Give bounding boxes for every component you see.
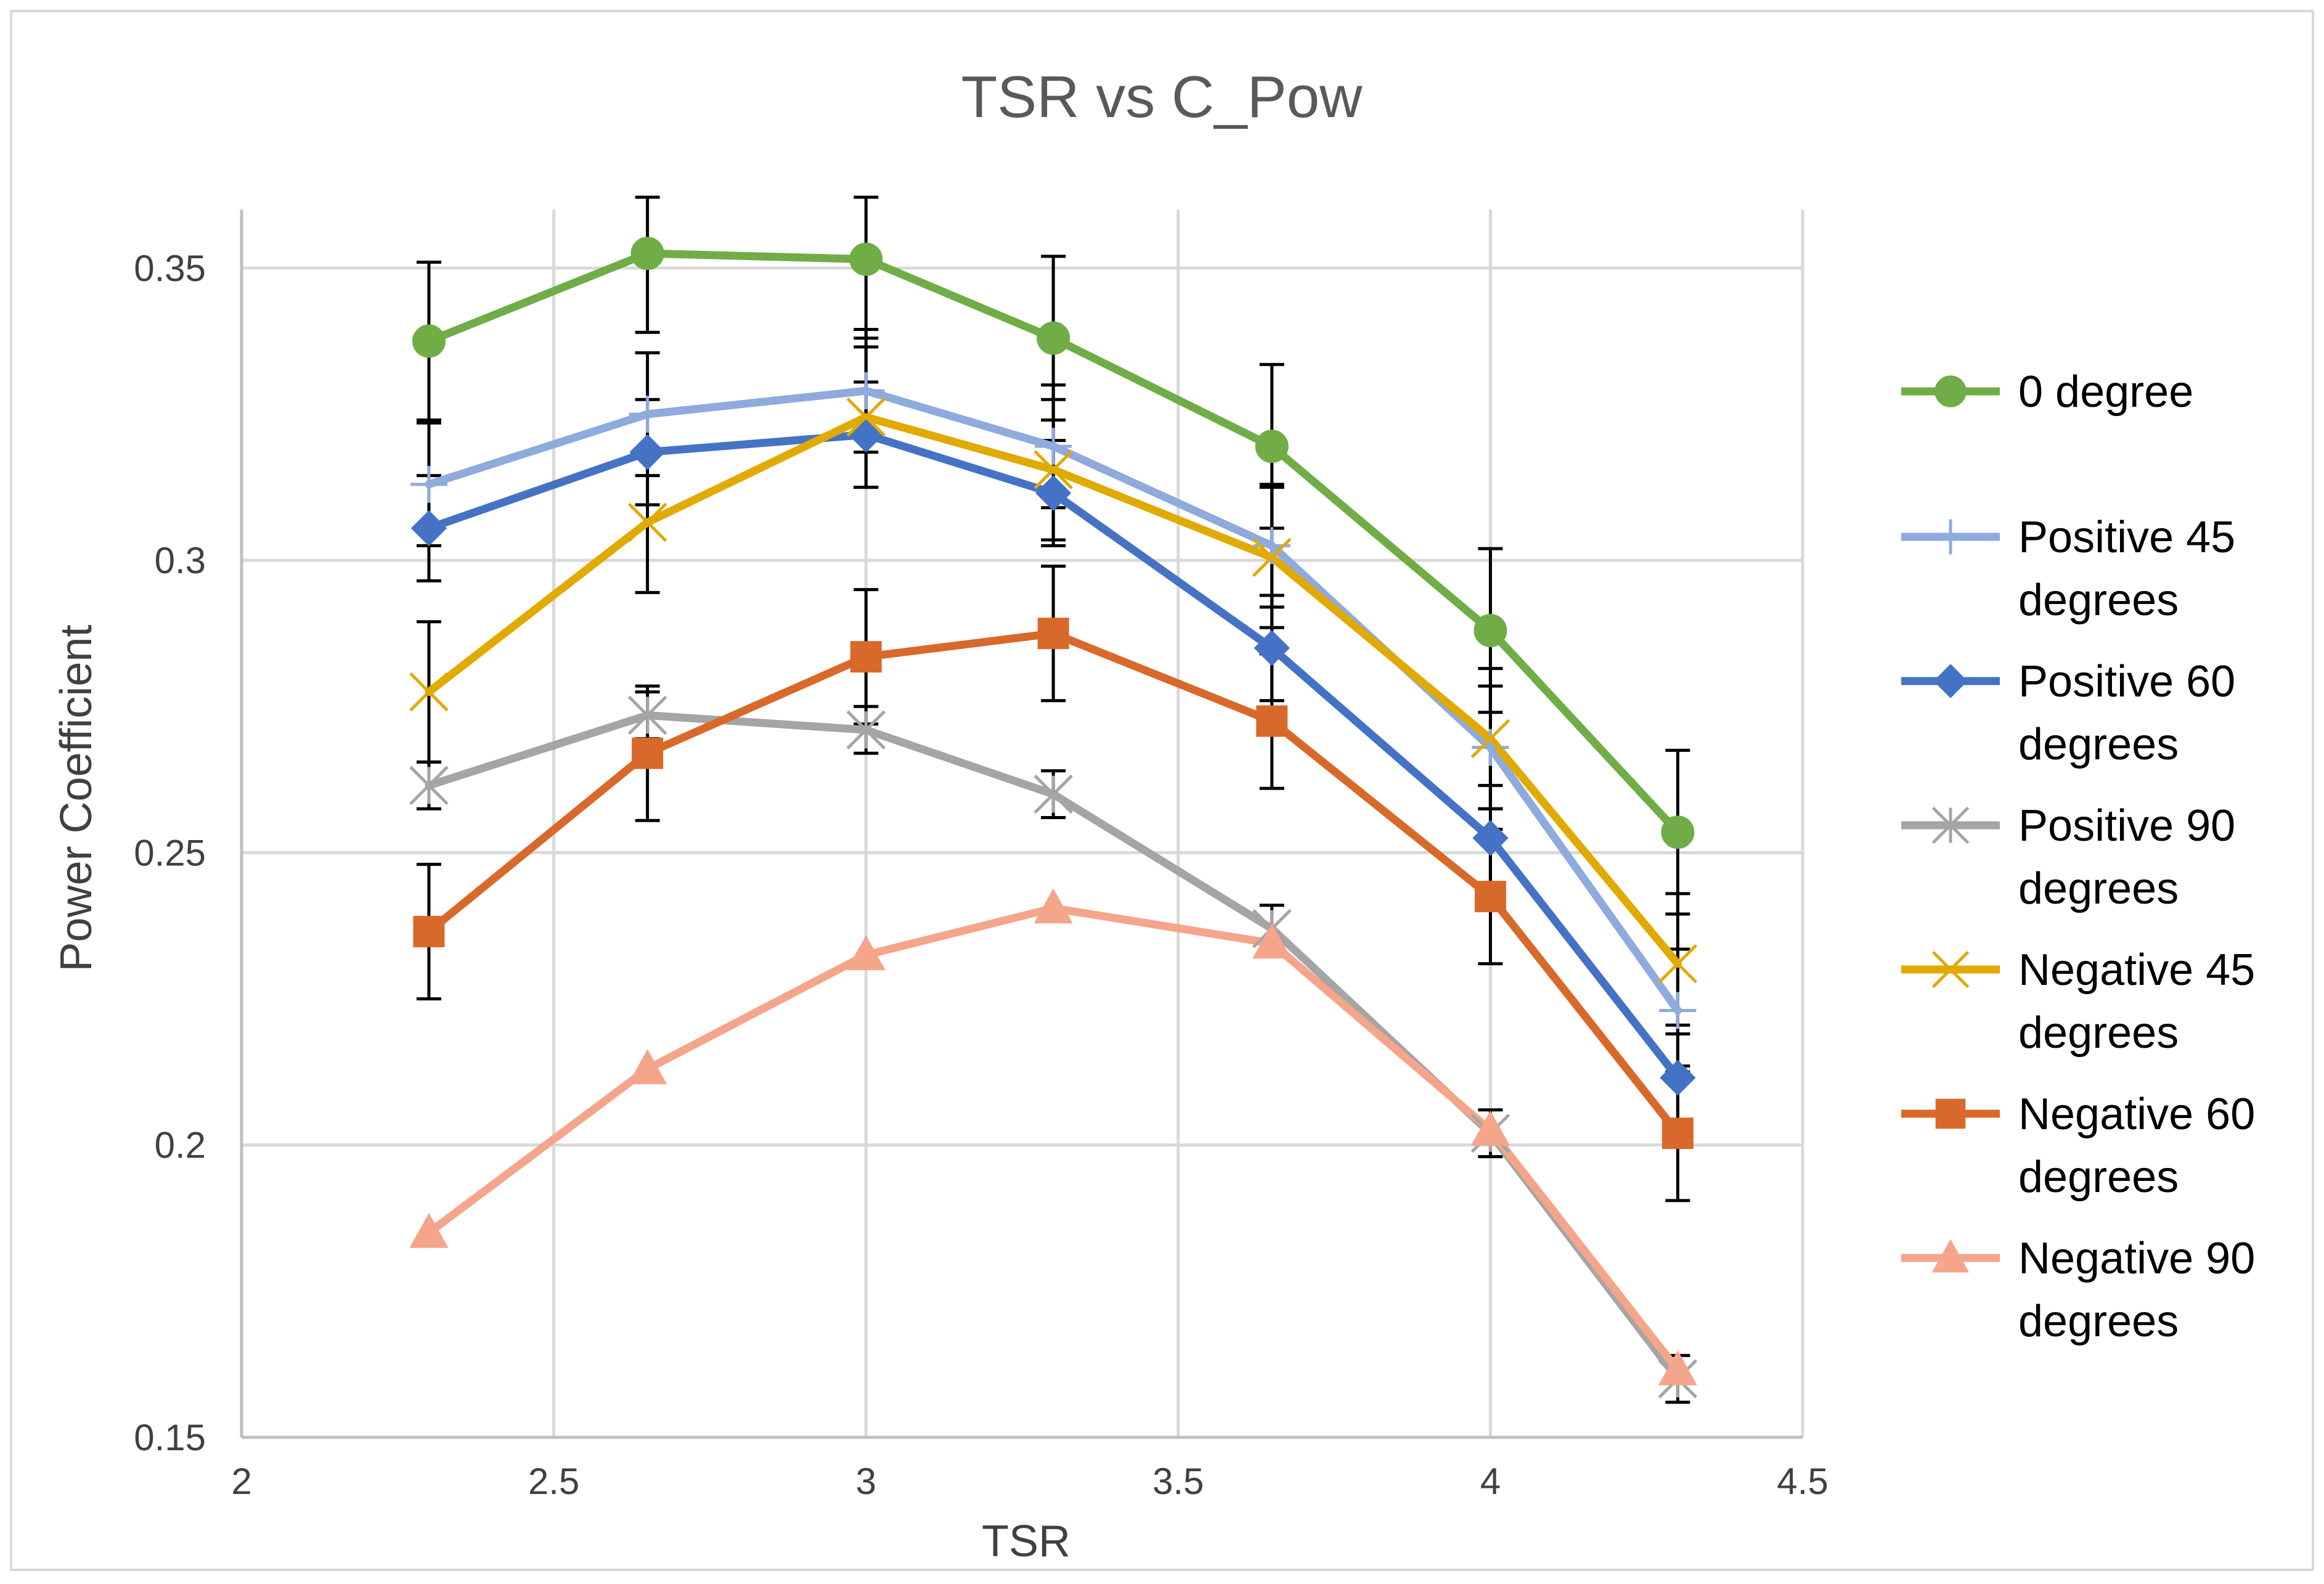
data-point [850,641,882,673]
legend-label: Positive 90 [2018,801,2235,851]
data-point [1037,321,1070,355]
data-point [1470,719,1511,759]
data-point [412,324,446,358]
chart-border [10,10,2314,1571]
data-point [627,502,667,542]
x-tick-label: 2 [231,1461,251,1502]
legend-swatch-marker [1935,1098,1966,1129]
data-point [628,1049,667,1085]
data-point [1034,888,1073,924]
y-axis-title: Power Coefficient [52,625,101,972]
data-point [409,765,449,806]
x-tick-label: 3 [856,1461,876,1502]
data-point [627,695,667,735]
x-tick-label: 2.5 [528,1461,579,1502]
x-axis-title: TSR [982,1517,1070,1566]
data-point [847,372,885,410]
data-point [1035,475,1072,512]
y-tick-label: 0.35 [134,248,206,289]
data-point [846,397,886,437]
data-point [1658,1350,1697,1386]
data-point [1252,923,1292,959]
data-point [1254,630,1290,666]
legend-label: Positive 45 [2018,513,2235,562]
data-point [1470,1110,1510,1146]
legend-label: Positive 60 [2018,657,2235,706]
legend-label: Negative 60 [2018,1090,2255,1139]
data-point [1474,881,1506,913]
legend-label: 0 degree [2018,367,2193,417]
legend-label: degrees [2018,1008,2179,1058]
legend-swatch-marker [1933,664,1968,698]
data-point [1256,705,1288,737]
x-tick-label: 3.5 [1152,1461,1204,1502]
data-point [632,737,664,769]
data-point [1661,815,1695,849]
data-point [629,434,666,470]
series-markers [409,237,1698,1398]
legend-label: degrees [2018,576,2179,625]
data-point [410,510,447,547]
axes: 2 2.5 3 3.5 4 4.5 0.15 0.2 0.25 0.3 0.35 [134,210,1829,1502]
y-tick-label: 0.3 [155,540,206,581]
data-point [413,915,445,947]
data-point [1660,1059,1696,1096]
data-point [409,1212,449,1248]
data-point [410,465,447,503]
data-point [1252,537,1292,578]
data-point [629,396,666,433]
data-point [1035,428,1072,465]
x-tick-label: 4.5 [1777,1461,1828,1502]
data-point [409,672,449,712]
data-point [1658,944,1698,984]
y-tick-label: 0.25 [134,832,206,873]
legend-label: degrees [2018,1297,2179,1346]
data-point [1037,618,1069,650]
data-point [1472,729,1509,766]
data-point [1255,430,1289,463]
data-point [1034,450,1073,489]
legend-swatch-marker [1931,950,1970,989]
data-point [846,710,886,749]
data-point [849,242,883,276]
data-point [1659,992,1697,1029]
data-point [1034,774,1073,814]
legend-swatch-marker [1931,806,1970,844]
legend-swatch-marker [1935,375,1967,407]
axis-labels: TSR vs C_Pow TSR Power Coefficient [52,64,1363,1566]
legend-label: Negative 90 [2018,1234,2255,1283]
legend-label: degrees [2018,864,2179,913]
data-point [630,237,664,271]
legend-swatch-marker [1931,1239,1970,1273]
legend-swatch-marker [1933,519,1968,555]
legend: 0 degree Positive 45 degrees Positive 60 deg… [1901,367,2255,1346]
x-tick-label: 4 [1480,1461,1501,1502]
chart-title: TSR vs C_Pow [961,64,1363,130]
data-point [1472,820,1509,856]
y-tick-label: 0.15 [134,1417,206,1458]
legend-label: degrees [2018,1153,2179,1202]
data-point [1661,1117,1694,1149]
data-point [1474,613,1507,647]
data-point [846,935,886,971]
legend-label: Negative 45 [2018,945,2255,995]
y-tick-label: 0.2 [155,1125,206,1166]
legend-label: degrees [2018,720,2179,769]
